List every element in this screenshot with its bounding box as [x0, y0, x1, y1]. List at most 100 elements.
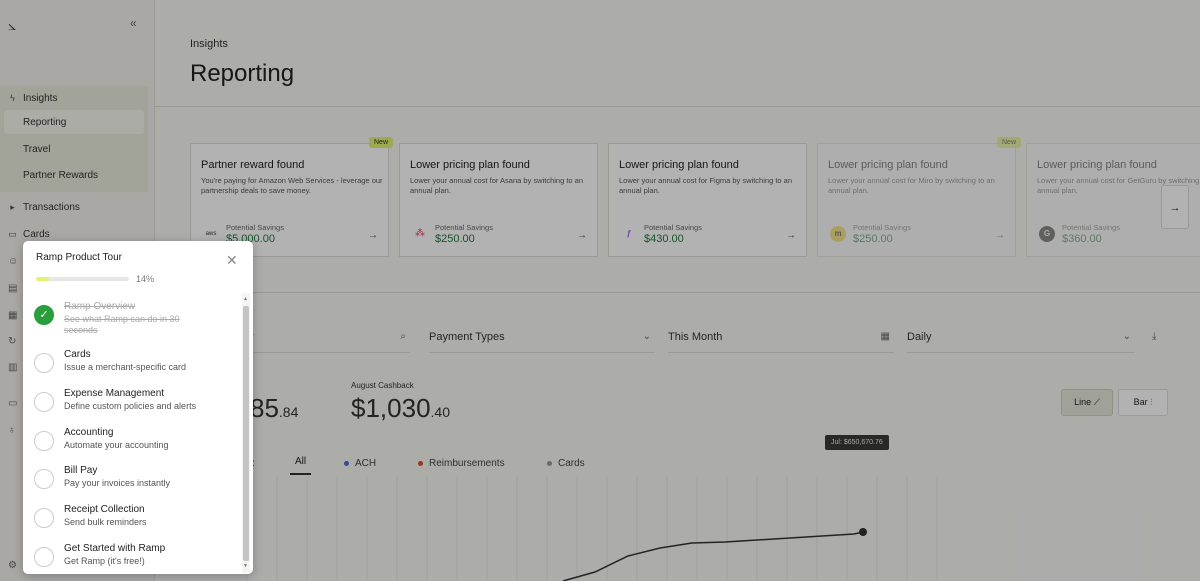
savings-card[interactable]: Lower pricing plan found Lower your annu… — [1026, 143, 1200, 257]
document-icon[interactable]: ▤ — [8, 283, 18, 294]
card-title: Lower pricing plan found — [1037, 159, 1157, 171]
card-description: Lower your annual cost for Asana by swit… — [410, 176, 584, 195]
tour-step-accounting[interactable]: Accounting Automate your accounting — [33, 427, 233, 463]
scroll-thumb[interactable] — [243, 306, 249, 561]
step-desc: See what Ramp can do in 30 seconds — [64, 314, 180, 335]
legend-item-ach[interactable]: ACH — [344, 458, 376, 469]
legend-dot — [418, 461, 423, 466]
play-circle-icon: ▸ — [10, 201, 15, 212]
tour-title: Ramp Product Tour — [36, 252, 122, 263]
card-description: Lower your annual cost for Miro by switc… — [828, 176, 995, 195]
award-icon[interactable]: ♁ — [8, 425, 16, 436]
card-description: You're paying for Amazon Web Services - … — [201, 176, 383, 195]
double-chevron-left-icon[interactable]: « — [130, 16, 137, 30]
sidebar-item-cards[interactable]: ▭ Cards — [0, 224, 155, 244]
sidebar-item-label: Transactions — [23, 201, 80, 213]
download-icon[interactable]: ⤓ — [1152, 331, 1157, 342]
arrow-right-icon[interactable]: → — [577, 230, 587, 241]
legend-dot — [547, 461, 552, 466]
sidebar-item-travel[interactable]: Travel — [0, 139, 155, 159]
sidebar-item-label: Travel — [23, 143, 51, 155]
arrow-right-icon[interactable]: → — [995, 230, 1005, 241]
users-icon[interactable]: ☺ — [8, 256, 19, 267]
card-title: Lower pricing plan found — [619, 159, 739, 171]
sidebar-item-label: Partner Rewards — [23, 169, 99, 181]
ramp-logo-icon[interactable]: ⦣ — [8, 17, 17, 33]
step-circle-icon — [34, 547, 54, 567]
step-desc: Send bulk reminders — [64, 517, 147, 527]
line-label: Line — [1074, 397, 1092, 407]
breadcrumb[interactable]: Insights — [190, 38, 228, 50]
insights-nav-group — [0, 86, 148, 192]
legend-item-reimbursements[interactable]: Reimbursements — [418, 458, 505, 469]
select-value: This Month — [668, 331, 723, 343]
spend-line-chart[interactable] — [245, 476, 1200, 581]
getguru-logo-icon: G — [1039, 226, 1055, 242]
active-nav-highlight — [4, 110, 144, 134]
savings-label: Potential Savings — [644, 223, 702, 232]
savings-card[interactable]: Lower pricing plan found Lower your annu… — [817, 143, 1016, 257]
legend-label: Cards — [558, 458, 585, 469]
savings-label: Potential Savings — [226, 223, 284, 232]
savings-value: $250.00 — [435, 233, 475, 245]
search-icon: ⌕ — [400, 331, 406, 342]
tab-all[interactable]: All — [290, 456, 311, 475]
check-icon: ✓ — [34, 305, 54, 325]
step-desc: Pay your invoices instantly — [64, 478, 171, 488]
asana-logo-icon: ⁂ — [415, 228, 425, 239]
card-description: Lower your annual cost for GetGuru by sw… — [1037, 176, 1200, 195]
close-icon[interactable]: ✕ — [226, 252, 238, 268]
savings-card[interactable]: Lower pricing plan found Lower your annu… — [608, 143, 807, 257]
card-title: Lower pricing plan found — [828, 159, 948, 171]
savings-card[interactable]: Lower pricing plan found Lower your annu… — [399, 143, 598, 257]
data-point[interactable] — [859, 528, 867, 536]
tour-step-bill-pay[interactable]: Bill Pay Pay your invoices instantly — [33, 465, 233, 501]
legend-label: ACH — [355, 458, 377, 469]
savings-card[interactable]: Partner reward found You're paying for A… — [190, 143, 389, 257]
step-desc: Define custom policies and alerts — [64, 401, 197, 411]
step-desc: Automate your accounting — [64, 440, 169, 450]
sidebar-item-transactions[interactable]: ▸ Transactions — [0, 197, 155, 217]
spend-main: 85 — [250, 393, 279, 423]
wallet-icon[interactable]: ▭ — [8, 398, 18, 409]
step-desc: Get Ramp (it's free!) — [64, 556, 145, 566]
scroll-down-icon[interactable]: ▼ — [243, 563, 248, 569]
sidebar-item-reporting[interactable]: Reporting — [0, 112, 155, 132]
bar-chart-button[interactable]: Bar ⫶ — [1118, 389, 1168, 416]
tour-step-get-started[interactable]: Get Started with Ramp Get Ramp (it's fre… — [33, 543, 233, 579]
granularity-select[interactable]: Daily ⌄ — [907, 323, 1135, 353]
carousel-next-button[interactable]: → — [1161, 185, 1189, 229]
period-select[interactable]: This Month ▦ — [668, 323, 894, 353]
spend-line — [562, 531, 864, 581]
sidebar-item-label: Cards — [23, 228, 50, 240]
main-content: Insights Reporting Partner reward found … — [155, 0, 1200, 581]
receipt-icon[interactable]: ▦ — [8, 310, 18, 321]
tour-step-overview[interactable]: ✓ Ramp Overview See what Ramp can do in … — [33, 301, 233, 337]
line-chart-button[interactable]: Line ⟋ — [1061, 389, 1113, 416]
divider — [155, 292, 1200, 293]
step-name: Get Started with Ramp — [64, 543, 166, 554]
product-tour-panel: Ramp Product Tour ✕ 14% ✓ Ramp Overview … — [23, 241, 253, 574]
step-name: Expense Management — [64, 388, 165, 399]
sidebar-item-insights[interactable]: ϟ Insights — [0, 88, 155, 108]
legend-item-cards[interactable]: Cards — [547, 458, 585, 469]
cashback-cents: .40 — [430, 404, 450, 420]
page-title: Reporting — [190, 60, 295, 87]
tour-scrollbar[interactable]: ▲ ▼ — [242, 293, 250, 573]
tour-step-receipt-collection[interactable]: Receipt Collection Send bulk reminders — [33, 504, 233, 540]
sidebar-item-partner-rewards[interactable]: Partner Rewards — [0, 165, 155, 185]
refresh-icon[interactable]: ↻ — [8, 336, 17, 347]
scroll-up-icon[interactable]: ▲ — [243, 296, 248, 302]
step-name: Ramp Overview — [64, 301, 136, 312]
gear-icon[interactable]: ⚙ — [8, 560, 17, 571]
spend-value: 85.84 — [250, 393, 298, 424]
book-icon[interactable]: ▥ — [8, 362, 18, 373]
arrow-right-icon[interactable]: → — [368, 230, 378, 241]
step-circle-icon — [34, 508, 54, 528]
payment-types-select[interactable]: Payment Types ⌄ — [429, 323, 655, 353]
tour-step-cards[interactable]: Cards Issue a merchant-specific card — [33, 349, 233, 385]
line-chart-icon: ⟋ — [1093, 397, 1100, 407]
arrow-right-icon[interactable]: → — [786, 230, 796, 241]
tour-step-expense-management[interactable]: Expense Management Define custom policie… — [33, 388, 233, 424]
step-name: Cards — [64, 349, 91, 360]
